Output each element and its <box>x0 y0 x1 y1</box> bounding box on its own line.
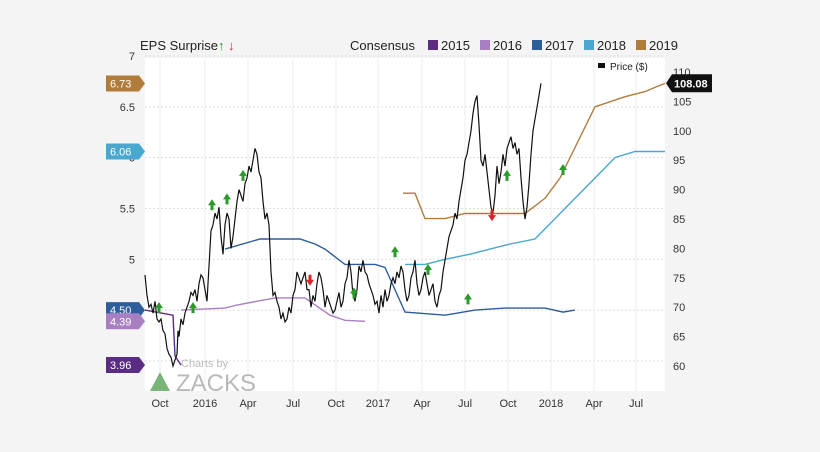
up-arrow-icon: ↑ <box>218 38 225 53</box>
beat-arrow-icon <box>424 263 432 275</box>
x-tick-label: 2018 <box>539 398 563 410</box>
legend-swatch <box>428 40 438 50</box>
x-tick-label: Apr <box>585 398 602 410</box>
watermark-small: Charts by <box>181 358 229 370</box>
price-series-line <box>144 83 542 369</box>
x-tick-label: 2017 <box>366 398 390 410</box>
beat-arrow-icon <box>239 169 247 181</box>
left-tick-label: 7 <box>129 51 135 63</box>
x-tick-label: Jul <box>286 398 300 410</box>
beat-arrow-icon <box>223 193 231 205</box>
value-badge-label: 3.96 <box>110 360 131 372</box>
legend-swatch <box>636 40 646 50</box>
consensus-lines <box>144 82 666 366</box>
consensus-line-2018 <box>405 150 665 266</box>
value-badge-label: 4.39 <box>110 316 131 328</box>
price-line <box>144 83 542 369</box>
price-badge <box>666 74 712 93</box>
right-tick-label: 85 <box>673 214 685 226</box>
beat-arrow-icon <box>391 246 399 258</box>
right-tick-label: 80 <box>673 243 685 255</box>
left-tick-label: 6.5 <box>120 102 135 114</box>
x-tick-label: Jul <box>458 398 472 410</box>
left-tick-label: 5 <box>129 254 135 266</box>
down-arrow-icon: ↓ <box>228 38 235 53</box>
legend-swatch <box>480 40 490 50</box>
value-badge-label: 6.06 <box>110 147 131 159</box>
consensus-line-2017 <box>224 238 576 316</box>
price-legend-swatch <box>598 63 605 68</box>
price-badge-label: 108.08 <box>674 78 708 90</box>
consensus-line-2019 <box>403 82 666 220</box>
right-tick-label: 100 <box>673 126 691 138</box>
right-tick-label: 70 <box>673 302 685 314</box>
surprise-arrows <box>155 163 567 314</box>
x-tick-label: 2016 <box>193 398 217 410</box>
right-tick-label: 90 <box>673 185 685 197</box>
beat-arrow-icon <box>503 169 511 181</box>
x-tick-label: Oct <box>499 398 516 410</box>
beat-arrow-icon <box>208 199 216 211</box>
right-tick-label: 95 <box>673 155 685 167</box>
legend-label: 2017 <box>545 38 574 53</box>
beat-arrow-icon <box>464 293 472 305</box>
x-tick-label: Jul <box>629 398 643 410</box>
watermark-brand: ZACKS <box>176 370 256 397</box>
miss-arrow-icon <box>488 210 496 222</box>
chart-title: EPS Surprise <box>140 38 218 53</box>
x-tick-label: Oct <box>327 398 344 410</box>
right-tick-label: 60 <box>673 361 685 373</box>
grid <box>145 55 665 391</box>
right-tick-label: 105 <box>673 96 691 108</box>
consensus-line-2016 <box>180 297 366 322</box>
legend-label: 2016 <box>493 38 522 53</box>
legend-label: 2018 <box>597 38 626 53</box>
price-legend-label: Price ($) <box>610 62 648 73</box>
value-badge <box>106 357 145 373</box>
plot-area <box>145 58 665 391</box>
right-tick-label: 75 <box>673 273 685 285</box>
value-badge <box>106 313 145 330</box>
miss-arrow-icon <box>306 274 314 286</box>
zacks-logo-icon <box>150 372 170 391</box>
x-axis: Oct 2016 Apr Jul Oct 2017 Apr Jul Oct 2018 Apr Jul <box>151 398 643 410</box>
value-badge <box>106 75 145 92</box>
value-badge <box>106 143 145 160</box>
legend: 2015 2016 2017 2018 2019 <box>428 38 678 53</box>
legend-swatch <box>532 40 542 50</box>
x-tick-label: Apr <box>413 398 430 410</box>
zacks-watermark: Charts by ZACKS <box>150 358 256 397</box>
value-badge-label: 6.73 <box>110 78 131 90</box>
left-tick-label: 5.5 <box>120 203 135 215</box>
legend-label: 2015 <box>441 38 470 53</box>
consensus-label: Consensus <box>350 38 416 53</box>
beat-arrow-icon <box>559 163 567 175</box>
beat-arrow-icon <box>189 302 197 314</box>
x-tick-label: Apr <box>239 398 256 410</box>
right-tick-label: 65 <box>673 332 685 344</box>
legend-label: 2019 <box>649 38 678 53</box>
x-tick-label: Oct <box>151 398 168 410</box>
beat-arrow-icon <box>155 302 163 314</box>
beat-arrow-icon <box>350 287 358 299</box>
legend-swatch <box>584 40 594 50</box>
